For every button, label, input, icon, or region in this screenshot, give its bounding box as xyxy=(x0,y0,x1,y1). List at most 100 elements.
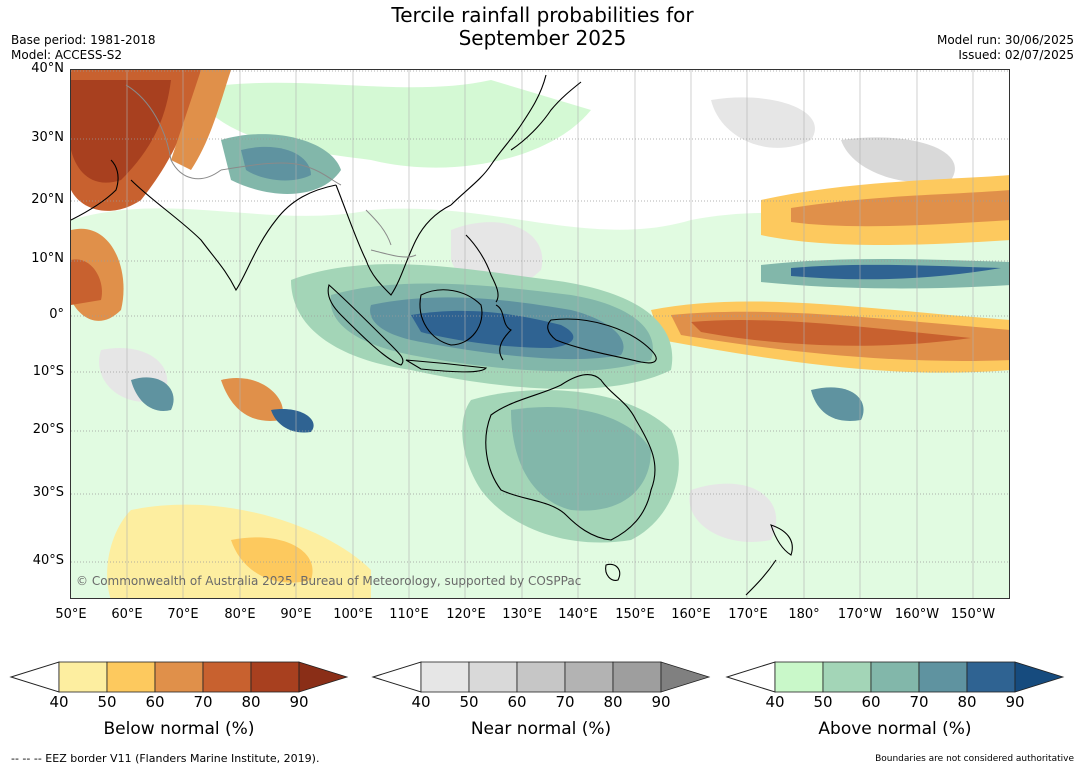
colorbar-swatch xyxy=(918,661,968,693)
coastline-indochina xyxy=(335,184,452,296)
lon-label: 130°E xyxy=(502,607,542,622)
lat-label-10s: 10°S xyxy=(32,364,64,379)
colorbar-tick: 90 xyxy=(651,693,671,711)
lon-label: 170°E xyxy=(728,607,768,622)
model-name: Model: ACCESS-S2 xyxy=(11,48,123,62)
lat-label-10n: 10°N xyxy=(31,251,64,266)
coastline-arabia xyxy=(71,159,119,221)
colorbar-tick: 90 xyxy=(289,693,309,711)
probability-shading xyxy=(71,70,1009,598)
forecast-map xyxy=(70,69,1010,599)
above-normal-patch xyxy=(811,387,864,421)
lon-label: 80°E xyxy=(224,607,256,622)
above-normal-patch xyxy=(241,146,311,181)
colorbar-swatch xyxy=(966,661,1016,693)
colorbar-tick: 70 xyxy=(193,693,213,711)
below-normal-patch xyxy=(171,70,231,170)
colorbar-swatch xyxy=(420,661,470,693)
colorbar-below-normal xyxy=(9,661,349,693)
lon-label: 60°E xyxy=(111,607,143,622)
lon-label: 170°W xyxy=(837,607,883,622)
colorbar-swatch xyxy=(106,661,156,693)
above-normal-patch xyxy=(271,409,314,433)
colorbar-swatch xyxy=(822,661,872,693)
coastlines xyxy=(71,74,793,596)
colorbar-swatch xyxy=(298,661,349,693)
meridians xyxy=(126,70,974,598)
colorbar-swatch xyxy=(516,661,566,693)
eez-note: -- -- -- EEZ border V11 (Flanders Marine… xyxy=(11,752,320,765)
colorbar-tick: 60 xyxy=(145,693,165,711)
issued-date: Issued: 02/07/2025 xyxy=(958,48,1074,62)
colorbar-tick: 80 xyxy=(603,693,623,711)
copyright-credit: © Commonwealth of Australia 2025, Bureau… xyxy=(76,574,582,588)
above-normal-patch xyxy=(511,406,651,511)
colorbar-swatch xyxy=(468,661,518,693)
coastline-sulawesi xyxy=(495,304,512,361)
coastline-philippines xyxy=(465,234,499,303)
colorbar-swatch xyxy=(154,661,204,693)
colorbar-tick: 90 xyxy=(1005,693,1025,711)
chart-title: Tercile rainfall probabilities for Septe… xyxy=(0,4,1085,50)
colorbar-tick: 40 xyxy=(49,693,69,711)
colorbar-tick: 40 xyxy=(411,693,431,711)
colorbar-tick: 70 xyxy=(909,693,929,711)
below-normal-patch xyxy=(71,80,171,183)
below-normal-patch xyxy=(221,378,283,421)
near-normal-patch xyxy=(711,97,815,148)
colorbar-swatch xyxy=(564,661,614,693)
colorbar-swatch xyxy=(58,661,108,693)
colorbar-swatch xyxy=(774,661,824,693)
coastline-nz-north xyxy=(770,524,793,556)
colorbar-swatch xyxy=(1014,661,1065,693)
coastline-java xyxy=(405,359,488,373)
coastline-borneo xyxy=(419,289,483,346)
model-run: Model run: 30/06/2025 xyxy=(936,33,1074,47)
base-period: Base period: 1981-2018 xyxy=(11,33,156,47)
colorbar-tick: 60 xyxy=(507,693,527,711)
below-normal-patch xyxy=(691,320,971,346)
coastline-nz-south xyxy=(745,559,777,596)
lon-label: 160°W xyxy=(894,607,940,622)
lon-label: 180° xyxy=(788,607,820,622)
lon-label: 150°W xyxy=(950,607,996,622)
lon-label: 140°E xyxy=(558,607,598,622)
colorbar-swatch xyxy=(612,661,662,693)
colorbar-swatch xyxy=(660,661,711,693)
lon-label: 70°E xyxy=(167,607,199,622)
country-borders xyxy=(125,84,417,258)
title-line-1: Tercile rainfall probabilities for xyxy=(391,3,694,27)
colorbar-tick: 40 xyxy=(765,693,785,711)
graticule xyxy=(71,70,1009,563)
colorbars-svg xyxy=(9,661,1065,693)
coastline-china xyxy=(450,74,547,206)
colorbar-tick: 70 xyxy=(555,693,575,711)
colorbar-swatch xyxy=(202,661,252,693)
above-normal-patch xyxy=(411,310,574,348)
colorbar-tick: 80 xyxy=(241,693,261,711)
colorbar-tick: 50 xyxy=(459,693,479,711)
colorbar-title-above: Above normal (%) xyxy=(818,719,972,739)
lat-label-20n: 20°N xyxy=(31,192,64,207)
coastline-australia xyxy=(485,374,656,541)
lon-label: 160°E xyxy=(671,607,711,622)
lat-label-20s: 20°S xyxy=(32,422,64,437)
title-line-2: September 2025 xyxy=(458,26,627,50)
coastline-india xyxy=(130,179,337,292)
near-normal-patch xyxy=(841,137,955,183)
lat-label-30s: 30°S xyxy=(32,485,64,500)
below-normal-patch xyxy=(71,259,102,305)
coastline-tasmania xyxy=(605,563,621,581)
colorbar-title-below: Below normal (%) xyxy=(103,719,255,739)
lat-label-40n: 40°N xyxy=(31,61,64,76)
colorbar-above-normal xyxy=(725,661,1065,693)
colorbar-tick: 80 xyxy=(957,693,977,711)
colorbar-swatch xyxy=(250,661,300,693)
lat-label-30n: 30°N xyxy=(31,130,64,145)
colorbar-tick: 60 xyxy=(861,693,881,711)
near-normal-patch xyxy=(689,483,777,542)
lon-label: 100°E xyxy=(333,607,373,622)
coastline-sumatra xyxy=(327,284,404,366)
colorbar-swatch xyxy=(870,661,920,693)
colorbar-tick: 50 xyxy=(813,693,833,711)
